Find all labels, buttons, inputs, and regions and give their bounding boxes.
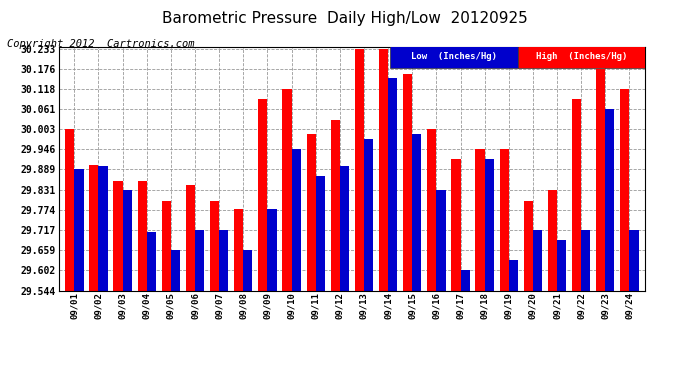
Bar [364, 139, 373, 291]
Bar [484, 159, 494, 291]
Text: Barometric Pressure  Daily High/Low  20120925: Barometric Pressure Daily High/Low 20120… [162, 11, 528, 26]
Bar [316, 176, 325, 291]
Bar [518, 46, 645, 68]
Bar [331, 120, 340, 291]
Bar [451, 159, 460, 291]
Text: High  (Inches/Hg): High (Inches/Hg) [535, 52, 627, 61]
Text: Low  (Inches/Hg): Low (Inches/Hg) [411, 52, 497, 61]
Bar [65, 129, 75, 291]
Bar [581, 230, 591, 291]
Bar [219, 230, 228, 291]
Bar [99, 166, 108, 291]
Bar [557, 240, 566, 291]
Bar [427, 129, 436, 291]
Bar [113, 181, 123, 291]
Bar [475, 149, 484, 291]
Bar [629, 230, 639, 291]
Bar [412, 134, 422, 291]
Bar [379, 49, 388, 291]
Bar [258, 99, 268, 291]
Bar [355, 49, 364, 291]
Bar [620, 89, 629, 291]
Bar [390, 46, 518, 68]
Bar [147, 232, 156, 291]
Bar [89, 165, 99, 291]
Bar [186, 184, 195, 291]
Bar [388, 78, 397, 291]
Bar [605, 109, 615, 291]
Bar [572, 99, 581, 291]
Bar [234, 210, 244, 291]
Bar [500, 149, 509, 291]
Text: Copyright 2012  Cartronics.com: Copyright 2012 Cartronics.com [7, 39, 195, 50]
Bar [171, 250, 180, 291]
Bar [533, 230, 542, 291]
Bar [268, 210, 277, 291]
Bar [524, 201, 533, 291]
Bar [161, 201, 171, 291]
Bar [75, 170, 83, 291]
Bar [596, 69, 605, 291]
Bar [292, 149, 301, 291]
Bar [282, 89, 292, 291]
Bar [340, 166, 349, 291]
Bar [137, 181, 147, 291]
Bar [210, 201, 219, 291]
Bar [306, 134, 316, 291]
Bar [548, 190, 557, 291]
Bar [195, 230, 204, 291]
Bar [403, 74, 412, 291]
Bar [460, 270, 470, 291]
Bar [244, 250, 253, 291]
Bar [436, 190, 446, 291]
Bar [509, 260, 518, 291]
Bar [123, 190, 132, 291]
